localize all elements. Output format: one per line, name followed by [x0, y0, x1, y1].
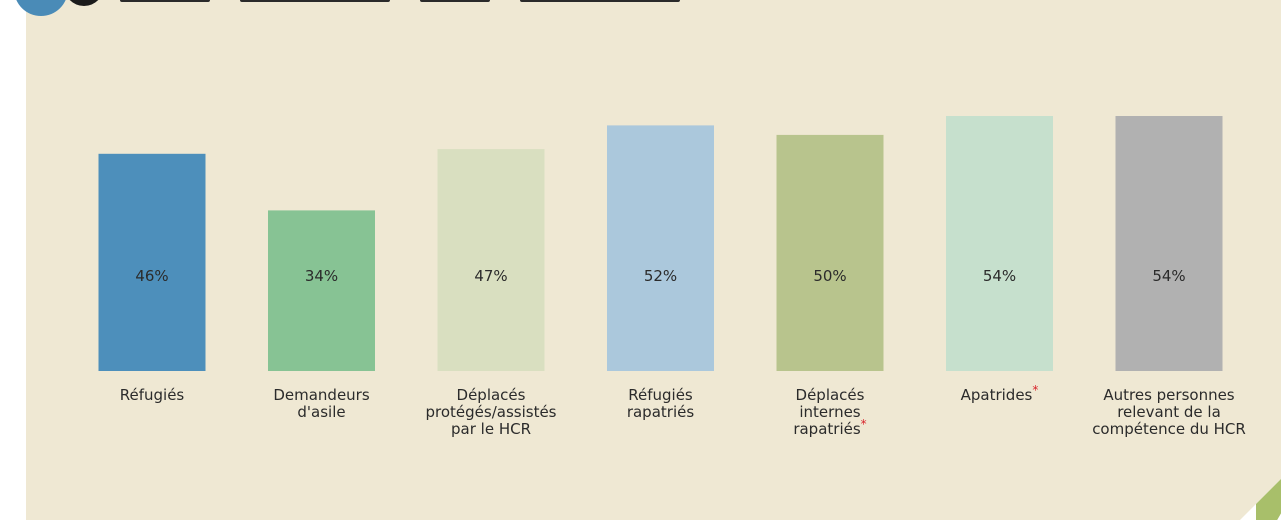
figure-number-badge-outline — [64, 0, 104, 6]
category-label-line: rapatriés — [627, 403, 695, 421]
bar — [776, 134, 884, 371]
category-label: Déplacés internes rapatriés* — [793, 386, 866, 438]
bar-value-label: 46% — [135, 267, 168, 285]
cropped-title-row — [120, 0, 1220, 6]
category-label-line: protégés/assistés — [426, 403, 557, 421]
category-label-line: rapatriés — [793, 420, 861, 438]
page-corner-fold — [1240, 479, 1281, 520]
bar-value-label: 54% — [1152, 267, 1185, 285]
category-label-line: relevant de la — [1117, 403, 1221, 421]
category-label: Autres personnes relevant de la compétence… — [1092, 386, 1246, 438]
bar — [946, 116, 1053, 371]
asterisk-footnote-mark: * — [861, 417, 867, 431]
value-labels-group: 46% 34% 47% 52% 50% 54% 54% — [135, 267, 1185, 285]
category-label-line: Déplacés — [457, 386, 526, 404]
bar — [1115, 116, 1223, 371]
category-label-line: Réfugiés — [628, 386, 693, 404]
category-label-line: par le HCR — [451, 420, 531, 438]
title-fragment — [240, 0, 390, 2]
category-label-line: internes — [799, 403, 860, 421]
bars-group — [98, 116, 1223, 372]
bar — [268, 210, 375, 371]
category-label: Déplacés protégés/assistés par le HCR — [426, 386, 557, 438]
bar-value-label: 50% — [813, 267, 846, 285]
figure-number-badge — [14, 0, 68, 16]
category-label: Apatrides* — [961, 383, 1039, 404]
category-label: Demandeurs d'asile — [273, 386, 370, 421]
category-label: Réfugiés rapatriés — [627, 386, 695, 421]
category-label-line: Réfugiés — [120, 386, 185, 404]
title-fragment — [520, 0, 680, 2]
bar — [98, 153, 206, 371]
category-label-line: Apatrides — [961, 386, 1033, 404]
bar — [437, 149, 545, 371]
title-fragment — [420, 0, 490, 2]
bar-value-label: 34% — [305, 267, 338, 285]
category-label-line: Autres personnes — [1103, 386, 1234, 404]
category-label-line: Déplacés — [796, 386, 865, 404]
category-label-line: compétence du HCR — [1092, 420, 1246, 438]
asterisk-footnote-mark: * — [1032, 383, 1038, 397]
bar-value-label: 52% — [644, 267, 677, 285]
bar-value-label: 54% — [983, 267, 1016, 285]
title-fragment — [120, 0, 210, 2]
category-label-line: Demandeurs — [273, 386, 370, 404]
category-label: Réfugiés — [120, 386, 185, 404]
category-label-line: d'asile — [297, 403, 345, 421]
bar — [607, 125, 714, 372]
bar-value-label: 47% — [474, 267, 507, 285]
